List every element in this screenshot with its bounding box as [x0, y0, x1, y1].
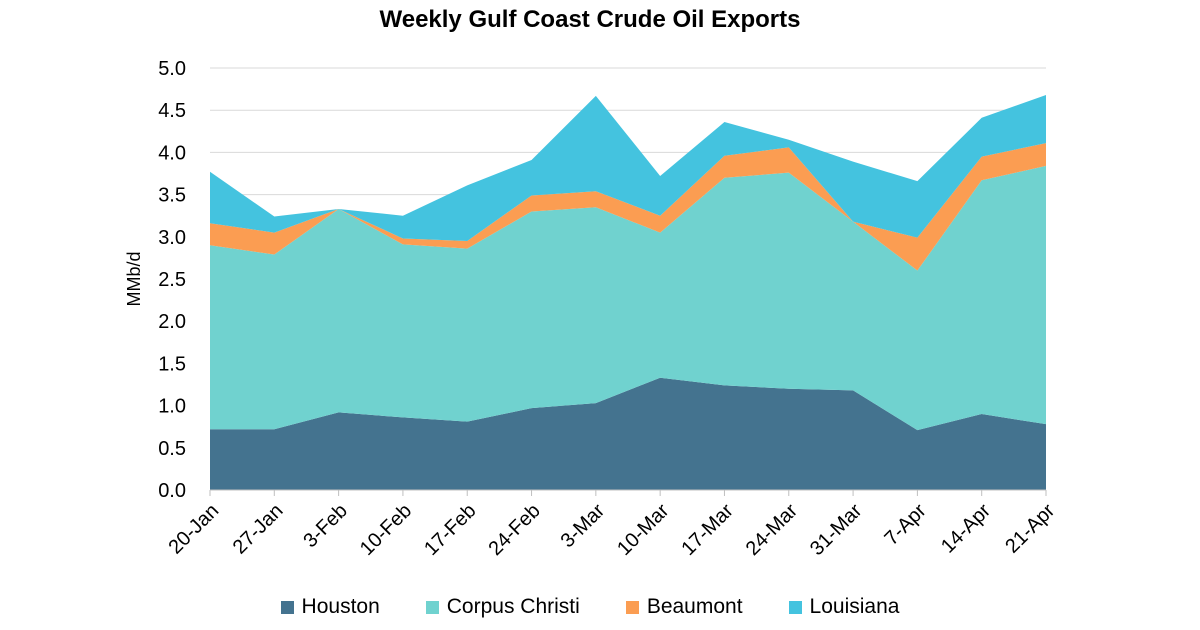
area-louisiana [210, 95, 1046, 242]
legend-swatch [280, 600, 294, 614]
y-tick-label: 4.0 [158, 142, 186, 164]
x-tick-labels: 20-Jan 27-Jan 3-Feb 10-Feb 17-Feb 24-Feb 3-Mar… [164, 499, 1059, 560]
y-tick-label: 2.5 [158, 269, 186, 291]
x-tick-label: 17-Feb [420, 500, 480, 560]
x-tick-label: 3-Mar [557, 499, 610, 552]
y-tick-label: 1.5 [158, 353, 186, 375]
legend-item-corpus-christi: Corpus Christi [425, 595, 580, 619]
legend-swatch [425, 600, 439, 614]
x-tick-label: 10-Mar [613, 499, 674, 560]
area-beaumont [210, 143, 1046, 271]
legend-item-houston: Houston [280, 595, 380, 619]
x-tick-label: 21-Apr [1001, 499, 1059, 557]
legend-label: Louisiana [809, 595, 900, 618]
x-tick-label: 20-Jan [164, 500, 223, 559]
legend-label: Houston [301, 595, 380, 618]
chart-title: Weekly Gulf Coast Crude Oil Exports [379, 6, 801, 33]
x-tick-label: 7-Apr [881, 499, 931, 549]
y-tick-label: 2.0 [158, 311, 186, 333]
x-tick-label: 24-Feb [484, 500, 544, 560]
x-tick-label: 14-Apr [937, 499, 995, 557]
y-axis-title: MMb/d [124, 251, 144, 306]
legend-swatch [788, 600, 802, 614]
legend-swatch [625, 600, 639, 614]
legend-item-louisiana: Louisiana [788, 595, 900, 619]
y-tick-label: 3.5 [158, 185, 186, 207]
legend-item-beaumont: Beaumont [625, 595, 743, 619]
y-tick-label: 1.0 [158, 396, 186, 418]
area-houston [210, 377, 1046, 490]
x-tick-label: 31-Mar [806, 499, 867, 560]
area-corpus-christi [210, 165, 1046, 431]
y-tick-label: 0.0 [158, 480, 186, 502]
y-tick-label: 5.0 [158, 58, 186, 80]
x-tick-label: 27-Jan [229, 500, 288, 559]
y-tick-labels: 0.0 0.5 1.0 1.5 2.0 2.5 3.0 3.5 4.0 4.5 5.0 [158, 58, 186, 502]
legend-label: Corpus Christi [446, 595, 580, 618]
x-tick-label: 3-Feb [299, 500, 352, 553]
y-tick-label: 3.0 [158, 227, 186, 249]
stacked-areas [210, 95, 1046, 490]
axes [209, 489, 1047, 496]
y-tick-label: 0.5 [158, 438, 186, 460]
x-tick-label: 10-Feb [356, 500, 416, 560]
y-tick-label: 4.5 [158, 100, 186, 122]
legend-label: Beaumont [646, 595, 743, 618]
x-tick-label: 24-Mar [742, 499, 803, 560]
legend: Houston Corpus Christi Beaumont Louisiana [0, 595, 1180, 619]
x-tick-label: 17-Mar [677, 499, 738, 560]
